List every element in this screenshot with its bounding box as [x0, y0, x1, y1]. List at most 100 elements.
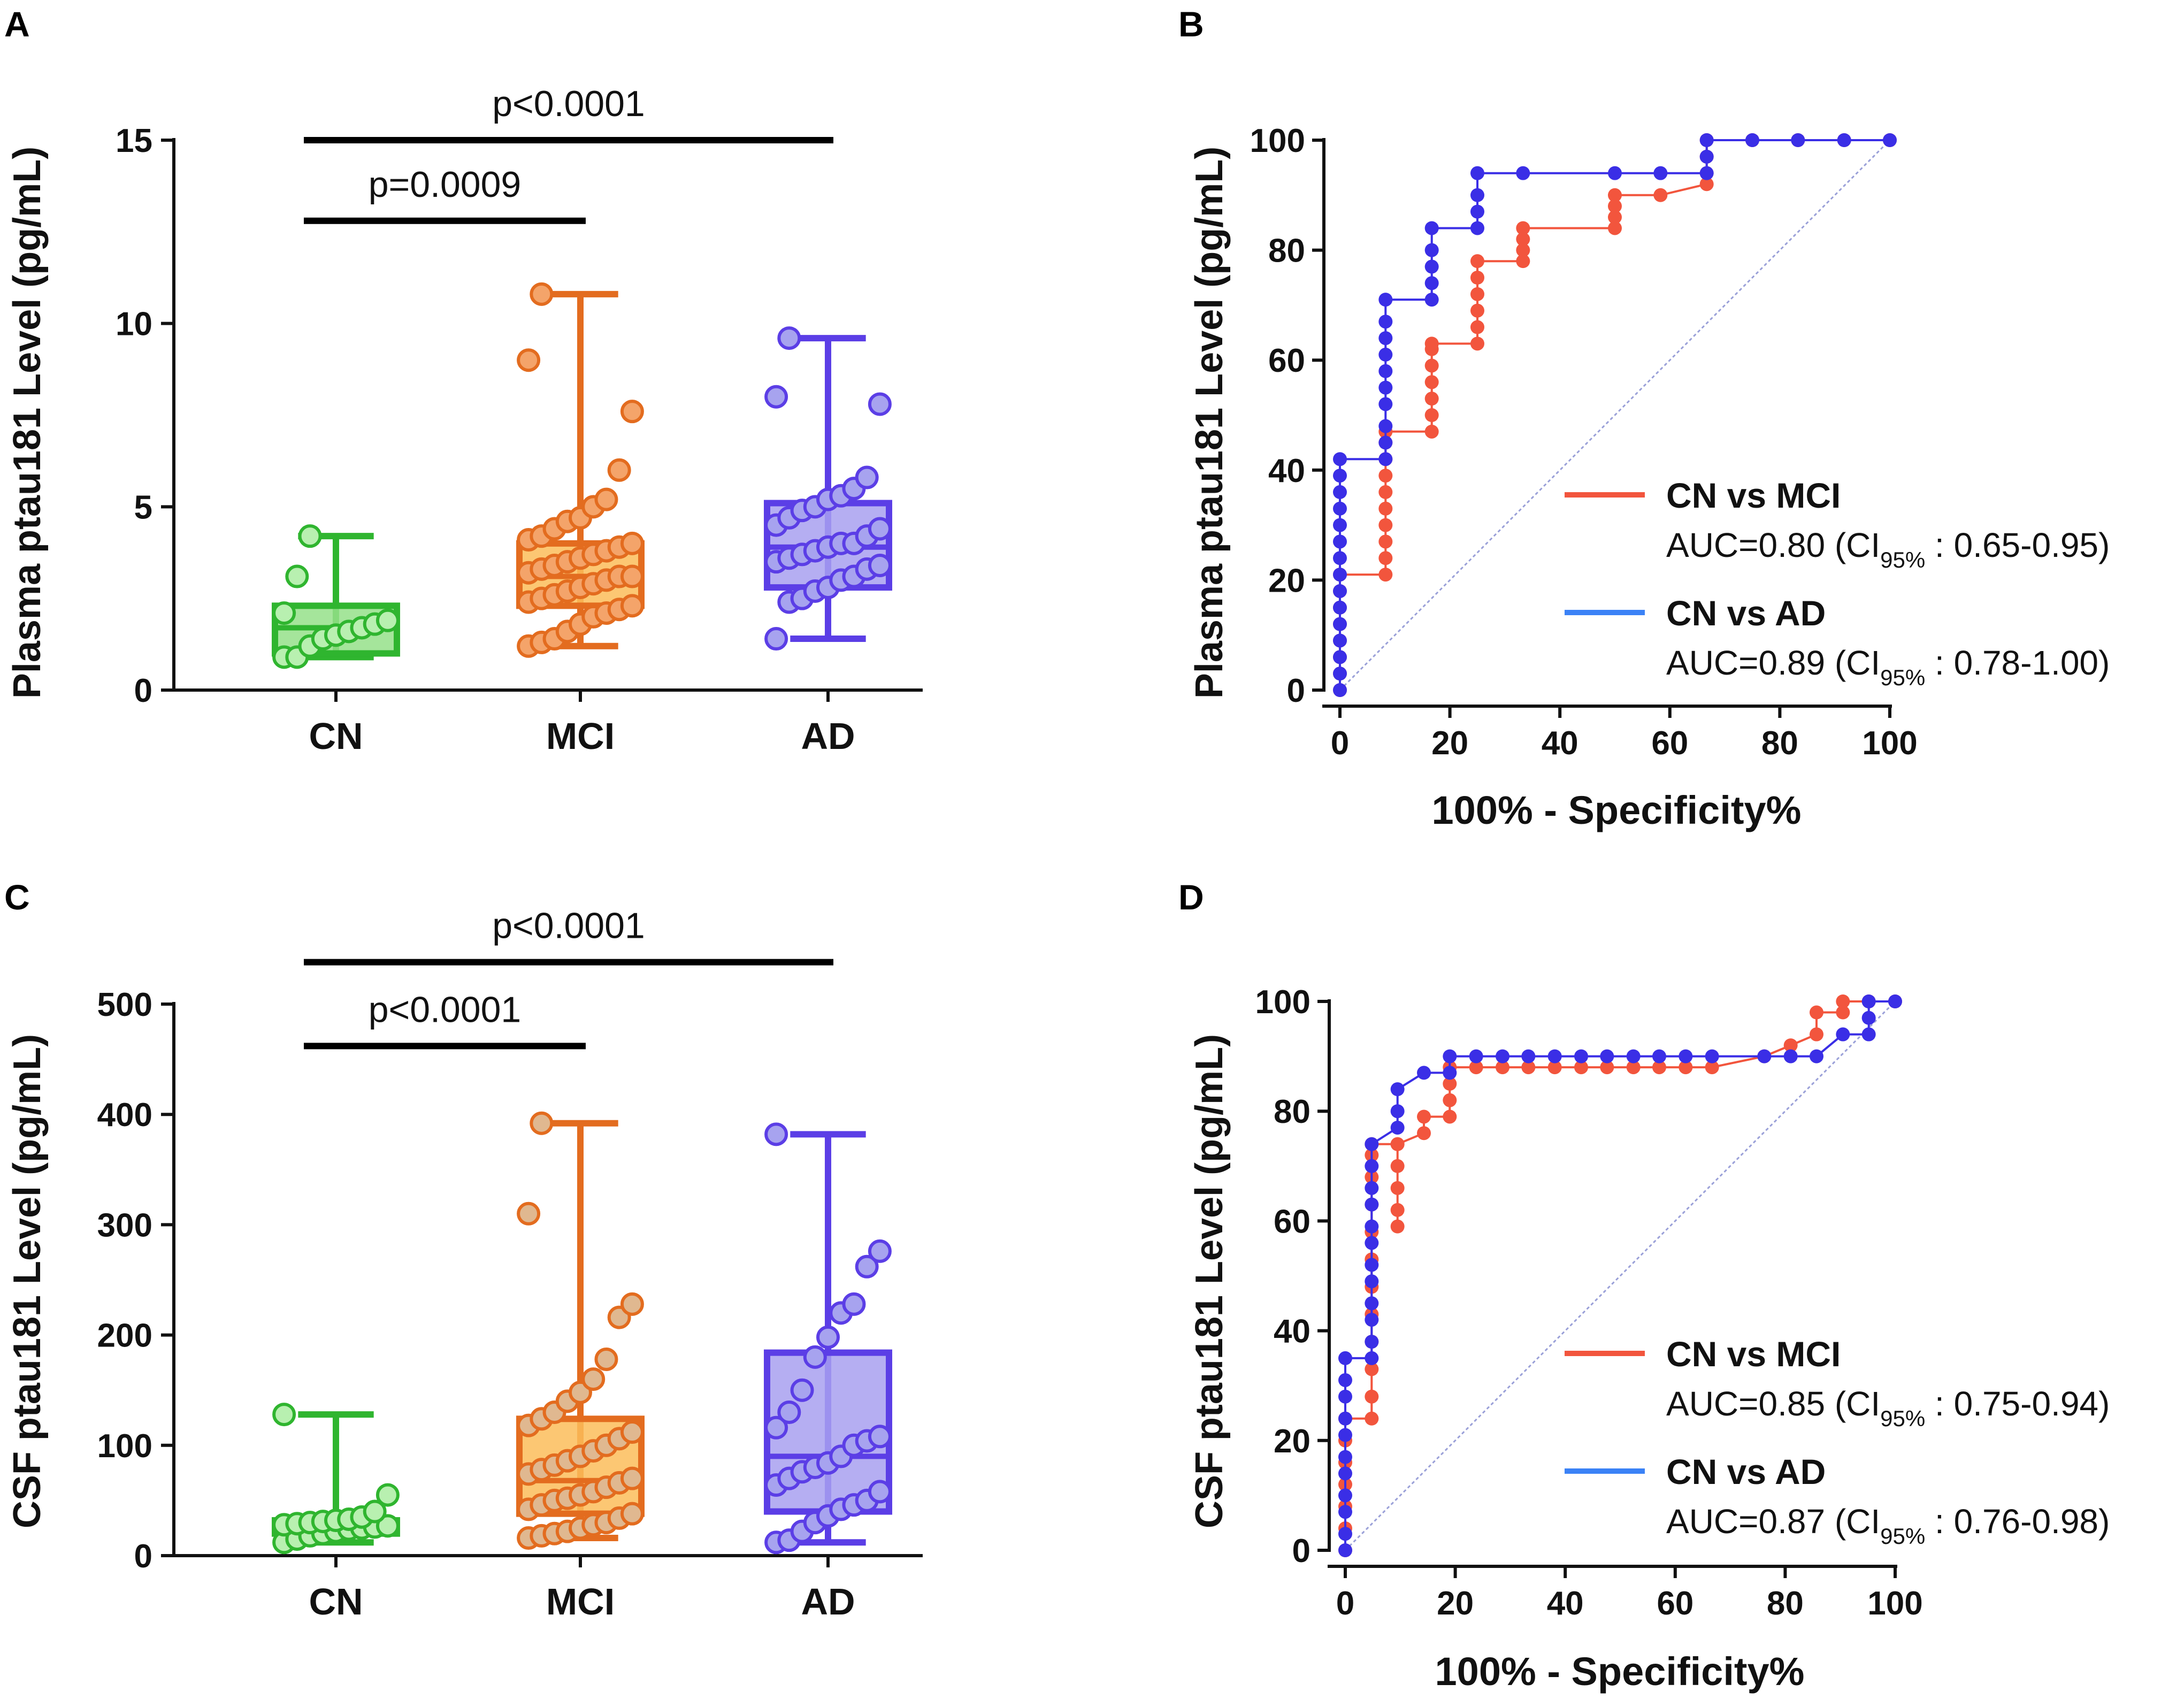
roc-point [1809, 1027, 1823, 1042]
data-point [868, 1239, 892, 1263]
x-tick-label: 0 [1331, 725, 1349, 762]
roc-point [1699, 133, 1714, 147]
roc-point [1378, 534, 1393, 549]
y-tick-label: 60 [1274, 1203, 1311, 1240]
roc-point [1861, 1011, 1876, 1025]
roc-point [1424, 408, 1439, 422]
category-label: CN [309, 1581, 363, 1623]
roc-point [1496, 1049, 1510, 1063]
auc-subscript: 95% [1880, 547, 1925, 572]
roc-point [1333, 633, 1347, 648]
category-label: MCI [546, 1581, 615, 1623]
roc-point [1861, 1027, 1876, 1042]
roc-point [1809, 1049, 1823, 1063]
roc-point [1653, 188, 1668, 202]
roc-point [1338, 1351, 1352, 1365]
roc-point [1652, 1049, 1666, 1063]
roc-point [1333, 551, 1347, 565]
roc-point [1338, 1488, 1352, 1503]
roc-point [1378, 347, 1393, 362]
data-point [816, 1325, 840, 1349]
roc-point [1333, 501, 1347, 516]
panel-b-roc: Plasma ptau181 Level (pg/mL) 100% - Spec… [1188, 123, 2110, 832]
data-point [620, 400, 644, 424]
reference-diagonal [1344, 1000, 1896, 1551]
roc-point [1365, 1351, 1379, 1365]
roc-point [1365, 1411, 1379, 1426]
roc-point [1338, 1389, 1352, 1404]
data-point [594, 487, 618, 511]
y-tick-label: 0 [134, 672, 152, 709]
roc-point [1699, 177, 1714, 192]
roc-point [1521, 1060, 1536, 1075]
data-point [790, 1378, 814, 1402]
roc-point [1338, 1428, 1352, 1442]
roc-point [1333, 617, 1347, 631]
roc-point [1705, 1060, 1719, 1075]
x-tick-label: 100 [1862, 725, 1917, 762]
roc-point [1516, 254, 1530, 269]
roc-point [1338, 1373, 1352, 1387]
data-point [285, 564, 309, 588]
roc-point [1608, 210, 1622, 224]
data-point [868, 1425, 892, 1449]
data-point [855, 465, 879, 489]
data-point [272, 1403, 296, 1427]
roc-point [1378, 469, 1393, 483]
data-point [530, 282, 554, 306]
roc-point [1378, 293, 1393, 307]
x-tick-label: 60 [1651, 725, 1688, 762]
roc-point [1417, 1066, 1431, 1080]
roc-point [1365, 1296, 1379, 1311]
roc-point [1783, 1049, 1798, 1063]
auc-suffix: : 0.75-0.94) [1925, 1384, 2110, 1423]
panel-label-a: A [4, 4, 30, 44]
roc-point [1516, 243, 1530, 257]
data-point [298, 524, 322, 548]
auc-suffix: : 0.76-0.98) [1925, 1502, 2110, 1541]
roc-point [1378, 331, 1393, 346]
x-tick-label: 40 [1547, 1585, 1584, 1622]
panel-d-roc: CSF ptau181 Level (pg/mL) 100% - Specifi… [1188, 984, 2110, 1694]
roc-point [1338, 1450, 1352, 1464]
roc-point [1338, 1411, 1352, 1426]
data-point [764, 385, 788, 409]
data-point [764, 1122, 788, 1146]
roc-point [1424, 424, 1439, 439]
roc-point [1333, 568, 1347, 582]
auc-label: AUC=0.89 (CI95% : 0.78-1.00) [1666, 644, 2110, 690]
auc-prefix: AUC=0.85 (CI [1666, 1384, 1880, 1423]
roc-point [1365, 1313, 1379, 1327]
roc-point [1378, 419, 1393, 433]
roc-point [1417, 1126, 1431, 1141]
p-value-label: p<0.0001 [492, 83, 645, 124]
data-point [868, 517, 892, 541]
data-point [594, 1347, 618, 1371]
y-tick-label: 40 [1274, 1313, 1311, 1350]
roc-point [1424, 221, 1439, 235]
roc-point [1333, 600, 1347, 615]
y-tick-label: 5 [134, 489, 152, 526]
roc-point [1791, 133, 1805, 147]
roc-point [1547, 1049, 1562, 1063]
p-value-label: p=0.0009 [369, 164, 522, 205]
roc-point [1470, 166, 1484, 180]
roc-point [1390, 1181, 1405, 1195]
roc-point [1333, 584, 1347, 598]
roc-point [1390, 1159, 1405, 1173]
roc-point [1378, 501, 1393, 516]
data-point [620, 531, 644, 555]
data-point [777, 326, 801, 350]
roc-point [1783, 1038, 1798, 1053]
roc-point [1516, 166, 1530, 180]
roc-point [1333, 534, 1347, 549]
roc-point [1365, 1274, 1379, 1289]
roc-point [1470, 254, 1484, 269]
auc-subscript: 95% [1880, 665, 1925, 690]
roc-point [1574, 1049, 1589, 1063]
roc-point [1390, 1203, 1405, 1217]
data-point [777, 1400, 801, 1424]
roc-point [1424, 375, 1439, 389]
roc-point [1365, 1159, 1379, 1173]
